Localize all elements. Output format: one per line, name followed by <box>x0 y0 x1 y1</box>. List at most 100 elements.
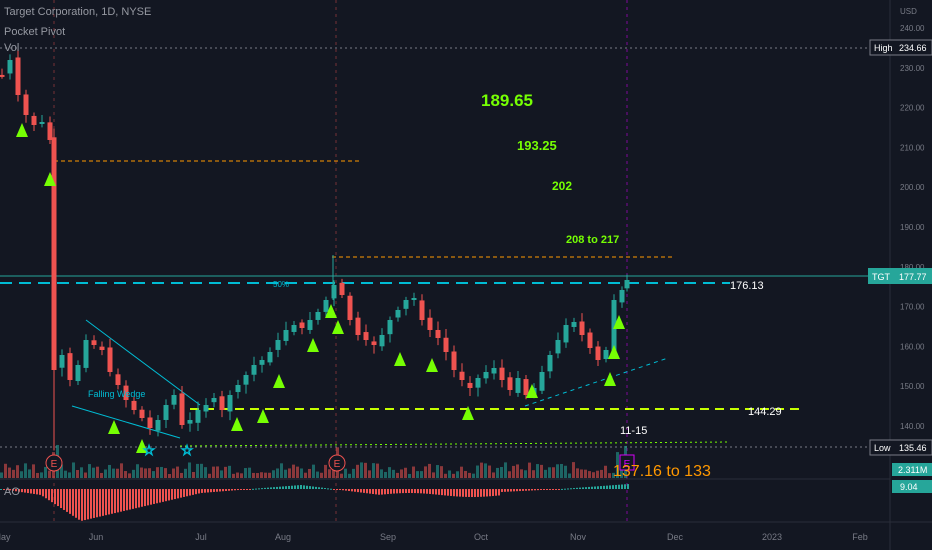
price-levels <box>0 47 890 448</box>
ao-bar <box>591 486 593 489</box>
fib-label: 50% <box>273 280 289 289</box>
candle-body <box>475 378 481 388</box>
candle-body <box>347 295 353 320</box>
pocket-pivot-marker <box>16 123 28 137</box>
price-tick-label: 140.00 <box>900 422 925 431</box>
candle-body <box>331 285 337 299</box>
ao-bar <box>195 489 197 495</box>
ao-legend[interactable]: AO <box>4 486 20 498</box>
target-1-label: 189.65 <box>481 91 533 110</box>
volume-bar <box>460 466 463 478</box>
candle-body <box>323 300 329 312</box>
time-axis[interactable]: May Jun Jul Aug Sep Oct Nov Dec 2023 Feb <box>0 532 868 542</box>
earnings-badge-may[interactable]: E <box>45 454 63 472</box>
volume-bar <box>8 467 11 478</box>
earnings-badge-aug[interactable]: E <box>328 454 346 472</box>
volume-bar <box>380 469 383 478</box>
candle-body <box>267 352 273 363</box>
volume-bar <box>84 472 87 478</box>
volume-bar <box>160 466 163 478</box>
symbol-title[interactable]: Target Corporation, 1D, NYSE <box>4 6 152 18</box>
ao-bar <box>69 489 71 514</box>
ao-bar <box>408 489 410 494</box>
volume-bar <box>508 471 511 478</box>
candle-body <box>91 340 97 345</box>
ao-badge-bg <box>892 480 932 493</box>
ao-bar <box>228 489 230 491</box>
candle-body <box>39 122 45 124</box>
volume-badge-value: 2.311M <box>898 465 927 475</box>
annotation-texts: 189.65 193.25 202 208 to 217 176.13 144.… <box>88 91 782 480</box>
candle-body <box>379 335 385 347</box>
volume-bar <box>436 465 439 478</box>
ao-bar <box>627 484 629 489</box>
candle-body <box>491 368 497 374</box>
candle-body <box>595 346 601 360</box>
volume-bar <box>372 463 375 478</box>
ao-bar <box>57 489 59 507</box>
ao-bar <box>297 485 299 489</box>
ao-bar <box>33 489 35 494</box>
star-icon: ☆ <box>181 442 194 458</box>
ao-bar <box>141 489 143 507</box>
indicator-legend[interactable]: Pocket Pivot <box>4 26 66 38</box>
volume-bar <box>12 469 15 478</box>
ao-bar <box>504 489 506 492</box>
candle-body <box>483 372 489 379</box>
ao-bar <box>453 489 455 497</box>
volume-bar <box>152 471 155 478</box>
candle-body <box>251 365 257 375</box>
candle-body <box>195 410 201 423</box>
volume-bar <box>16 465 19 478</box>
volume-bar <box>188 462 191 478</box>
volume-bar <box>196 463 199 478</box>
volume-bar <box>344 468 347 478</box>
candle-body <box>99 346 105 350</box>
price-axis[interactable]: USD 240.00 230.00 220.00 210.00 200.00 190.00… <box>900 7 925 471</box>
wedge-lower-line <box>71 405 181 439</box>
volume-bar <box>28 469 31 478</box>
pocket-pivot-marker <box>108 420 120 434</box>
candle-body <box>515 378 521 393</box>
volume-legend[interactable]: Vol <box>4 42 20 54</box>
ao-bar <box>99 489 101 517</box>
volume-bar <box>48 470 51 478</box>
earnings-badge-nov[interactable]: E <box>619 454 635 471</box>
candle-body <box>403 300 409 309</box>
candle-body <box>31 115 37 125</box>
volume-bar <box>396 472 399 478</box>
volume-bar <box>32 464 35 478</box>
falling-wedge[interactable] <box>71 319 201 439</box>
ao-bar <box>513 489 515 492</box>
ao-bar <box>261 488 263 490</box>
ao-bar <box>15 489 17 492</box>
volume-bar <box>296 466 299 478</box>
volume-bar <box>136 464 139 478</box>
price-axis-badges: High 234.66 TGT 177.77 Low 135.46 2.311M… <box>868 39 932 493</box>
volume-bar <box>440 466 443 478</box>
ao-bar <box>54 489 56 505</box>
ao-bar <box>417 489 419 494</box>
candle-body <box>419 300 425 320</box>
volume-bar <box>588 471 591 478</box>
volume-bar <box>472 473 475 478</box>
low-badge-label: Low <box>874 443 891 453</box>
ao-bar <box>48 489 50 501</box>
ao-bar <box>396 489 398 494</box>
price-tick-label: 190.00 <box>900 223 925 232</box>
volume-bar <box>528 462 531 478</box>
ao-bar <box>183 489 185 497</box>
ao-bar <box>267 487 269 489</box>
volume-bar <box>128 473 131 478</box>
ao-bar <box>255 488 257 490</box>
candle-body <box>459 371 465 380</box>
volume-bar <box>400 469 403 478</box>
volume-bar <box>448 470 451 478</box>
volume-bar <box>552 467 555 478</box>
ao-bar <box>147 489 149 506</box>
volume-bar <box>60 464 63 478</box>
ao-bar <box>66 489 68 512</box>
candle-body <box>259 360 265 365</box>
